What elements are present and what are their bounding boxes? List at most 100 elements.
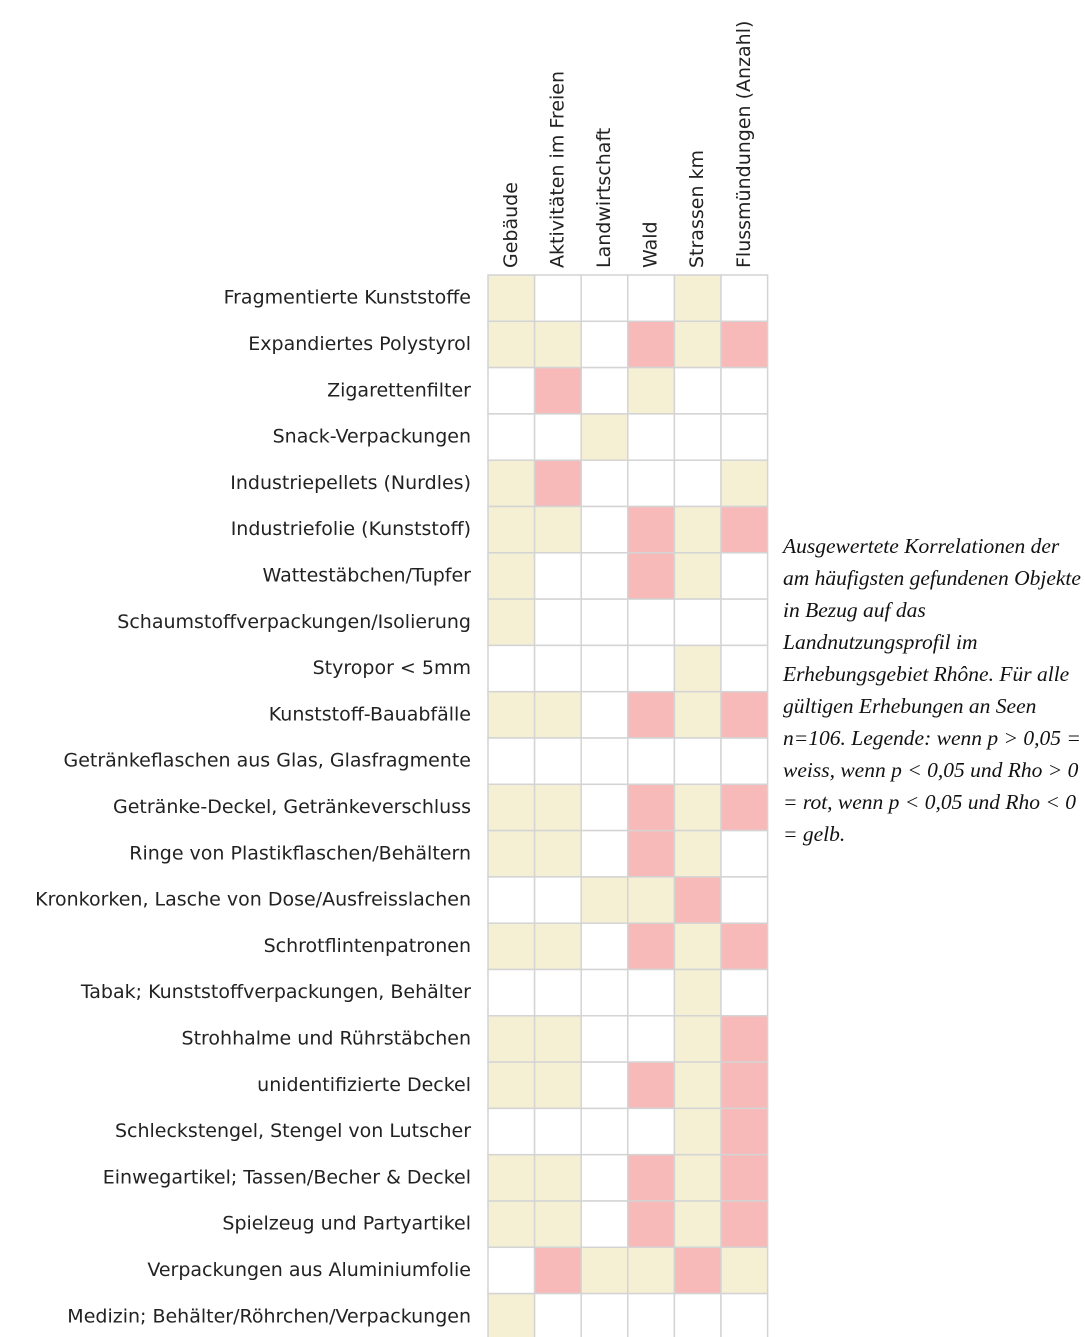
cell <box>487 690 536 739</box>
row-label: Industriepellets (Nurdles) <box>230 472 471 494</box>
cell <box>720 1107 769 1156</box>
cell <box>533 737 582 786</box>
cell <box>487 783 536 832</box>
cell <box>533 459 582 508</box>
row-label: unidentifizierte Deckel <box>257 1074 471 1096</box>
cell <box>487 598 536 647</box>
cell <box>580 737 629 786</box>
row-label: Schleckstengel, Stengel von Lutscher <box>115 1120 471 1142</box>
cell <box>580 366 629 415</box>
cell <box>627 1015 676 1063</box>
cell <box>720 783 769 832</box>
cell <box>627 552 676 600</box>
cell <box>533 366 582 415</box>
cell <box>627 1292 676 1337</box>
cell <box>720 1292 769 1337</box>
cell <box>720 366 769 415</box>
cell <box>580 1246 629 1295</box>
cell <box>580 1061 629 1110</box>
cell <box>580 1292 629 1337</box>
cell <box>627 505 676 554</box>
cell <box>487 1107 536 1156</box>
cell <box>580 320 629 369</box>
column-label: Wald <box>640 221 662 268</box>
cell <box>720 552 769 600</box>
cell <box>720 644 769 693</box>
cell <box>533 1153 582 1202</box>
cell <box>533 274 582 323</box>
cell <box>533 1246 582 1295</box>
cell <box>580 505 629 554</box>
cell <box>673 1107 722 1156</box>
cell <box>720 690 769 739</box>
cell <box>487 1015 536 1063</box>
cell <box>533 876 582 924</box>
cell <box>627 876 676 924</box>
cell <box>580 274 629 323</box>
cell <box>533 552 582 600</box>
cell <box>487 413 536 461</box>
cell <box>487 968 536 1017</box>
cell <box>673 1061 722 1110</box>
cell <box>627 366 676 415</box>
cell <box>533 1015 582 1063</box>
cell <box>487 552 536 600</box>
cell <box>673 1246 722 1295</box>
cell <box>720 737 769 786</box>
cell <box>533 1107 582 1156</box>
cell <box>627 1200 676 1249</box>
cell <box>580 690 629 739</box>
cell <box>580 1200 629 1249</box>
cell <box>580 922 629 971</box>
cell <box>673 690 722 739</box>
cell <box>627 274 676 323</box>
row-label: Wattestäbchen/Tupfer <box>263 564 472 586</box>
cell <box>487 320 536 369</box>
row-label: Kronkorken, Lasche von Dose/Ausfreisslac… <box>35 889 471 911</box>
cell <box>627 968 676 1017</box>
row-label: Kunststoff-Bauabfälle <box>269 703 471 725</box>
cell <box>533 968 582 1017</box>
cell <box>627 413 676 461</box>
cell <box>487 1153 536 1202</box>
cell <box>533 644 582 693</box>
cell <box>533 690 582 739</box>
row-label: Getränkeflaschen aus Glas, Glasfragmente <box>63 750 471 772</box>
cell <box>580 1153 629 1202</box>
row-label: Einwegartikel; Tassen/Becher & Deckel <box>103 1166 471 1188</box>
column-label: Flussmündungen (Anzahl) <box>733 21 755 268</box>
cell <box>627 459 676 508</box>
cell <box>720 413 769 461</box>
cell <box>487 829 536 878</box>
cell <box>673 922 722 971</box>
cell <box>627 1061 676 1110</box>
cell <box>487 1292 536 1337</box>
cell <box>673 598 722 647</box>
cell <box>487 1200 536 1249</box>
cell <box>720 598 769 647</box>
row-label: Schaumstoffverpackungen/Isolierung <box>117 611 471 633</box>
cell <box>720 1200 769 1249</box>
heatmap: Gebäude Aktivitäten im Freien Landwirtscha… <box>35 21 769 1337</box>
row-label: Styropor < 5mm <box>313 657 471 679</box>
cell <box>580 598 629 647</box>
cell <box>720 829 769 878</box>
cell <box>627 783 676 832</box>
caption: Ausgewertete Korrelationen der am häufig… <box>783 534 1081 846</box>
cell <box>673 366 722 415</box>
cell <box>533 922 582 971</box>
cell <box>580 1015 629 1063</box>
cell <box>673 1292 722 1337</box>
cell <box>673 968 722 1017</box>
row-label: Fragmentierte Kunststoffe <box>224 287 471 309</box>
cell <box>673 737 722 786</box>
cell <box>580 968 629 1017</box>
cell <box>673 505 722 554</box>
cell <box>580 876 629 924</box>
cell <box>533 320 582 369</box>
cell <box>627 1107 676 1156</box>
cell <box>673 829 722 878</box>
cell <box>533 598 582 647</box>
cell <box>487 1246 536 1295</box>
row-label: Schrotflintenpatronen <box>264 935 471 957</box>
